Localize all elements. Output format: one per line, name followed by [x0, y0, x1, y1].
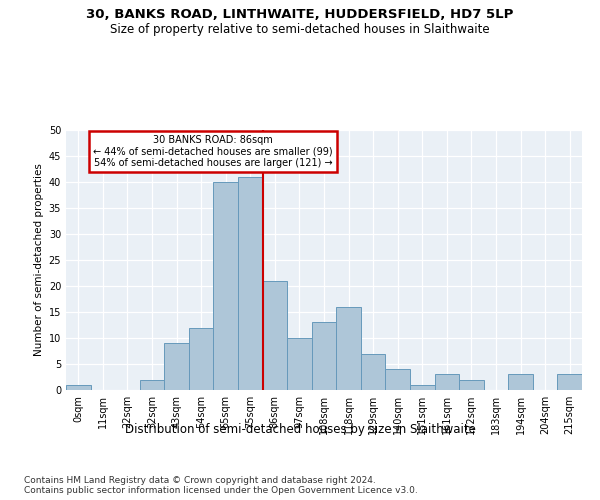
- Bar: [459, 380, 484, 390]
- Bar: [312, 322, 336, 390]
- Bar: [410, 385, 434, 390]
- Bar: [287, 338, 312, 390]
- Bar: [189, 328, 214, 390]
- Text: Size of property relative to semi-detached houses in Slaithwaite: Size of property relative to semi-detach…: [110, 22, 490, 36]
- Bar: [214, 182, 238, 390]
- Text: 30, BANKS ROAD, LINTHWAITE, HUDDERSFIELD, HD7 5LP: 30, BANKS ROAD, LINTHWAITE, HUDDERSFIELD…: [86, 8, 514, 20]
- Text: Distribution of semi-detached houses by size in Slaithwaite: Distribution of semi-detached houses by …: [125, 422, 475, 436]
- Text: Contains HM Land Registry data © Crown copyright and database right 2024.
Contai: Contains HM Land Registry data © Crown c…: [24, 476, 418, 495]
- Text: 30 BANKS ROAD: 86sqm
← 44% of semi-detached houses are smaller (99)
54% of semi-: 30 BANKS ROAD: 86sqm ← 44% of semi-detac…: [93, 135, 333, 168]
- Bar: [385, 369, 410, 390]
- Bar: [361, 354, 385, 390]
- Y-axis label: Number of semi-detached properties: Number of semi-detached properties: [34, 164, 44, 356]
- Bar: [66, 385, 91, 390]
- Bar: [164, 343, 189, 390]
- Bar: [557, 374, 582, 390]
- Bar: [508, 374, 533, 390]
- Bar: [140, 380, 164, 390]
- Bar: [238, 177, 263, 390]
- Bar: [434, 374, 459, 390]
- Bar: [263, 281, 287, 390]
- Bar: [336, 307, 361, 390]
